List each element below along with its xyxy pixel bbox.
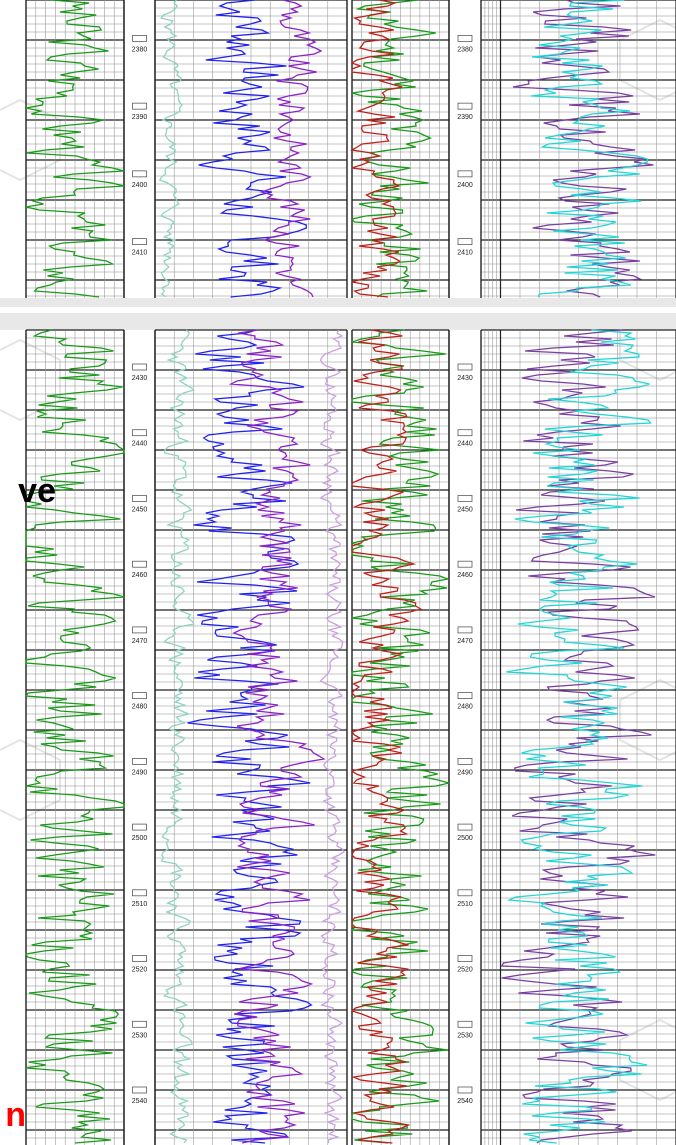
log-curve — [530, 0, 648, 298]
depth-label: 2440 — [132, 441, 148, 448]
depth-marker-box — [457, 889, 473, 897]
depth-marker-box — [457, 1086, 473, 1094]
depth-marker-box — [457, 560, 473, 568]
depth-marker-box — [132, 626, 147, 634]
log-curve — [350, 0, 403, 298]
depth-marker-box — [132, 363, 147, 371]
depth-label: 2380 — [457, 46, 473, 53]
depth-label: 2460 — [457, 572, 473, 579]
depth-marker-box — [132, 429, 147, 437]
depth-marker-box — [457, 102, 473, 110]
depth-marker-box — [132, 238, 147, 245]
depth-label: 2500 — [457, 835, 473, 842]
depth-marker-box — [457, 170, 473, 178]
depth-label: 2520 — [132, 967, 148, 974]
depth-label: 2470 — [132, 638, 148, 645]
depth-label: 2460 — [132, 572, 148, 579]
depth-marker-box — [457, 823, 473, 831]
depth-label: 2490 — [132, 769, 148, 776]
depth-label: 2470 — [457, 638, 473, 645]
depth-label: 2530 — [132, 1032, 148, 1039]
depth-marker-box — [132, 955, 147, 962]
log-curve — [259, 0, 323, 298]
depth-marker-box — [132, 102, 147, 110]
depth-marker-box — [132, 560, 147, 568]
log-curve — [350, 0, 436, 298]
log-curve — [350, 329, 451, 1144]
depth-label: 2480 — [132, 704, 148, 711]
depth-marker-box — [132, 758, 147, 765]
depth-marker-box — [457, 758, 473, 765]
depth-label: 2430 — [132, 375, 148, 382]
depth-marker-box — [457, 626, 473, 634]
depth-label: 2540 — [457, 1098, 473, 1105]
depth-marker-box — [457, 429, 473, 437]
depth-marker-box — [132, 889, 147, 897]
depth-marker-box — [457, 35, 473, 42]
depth-marker-box — [457, 955, 473, 962]
log-curve — [500, 329, 656, 1144]
depth-marker-box — [132, 1086, 147, 1094]
depth-marker-box — [132, 1020, 147, 1028]
depth-label: 2400 — [457, 182, 473, 189]
depth-label: 2450 — [132, 506, 148, 513]
depth-marker-box — [457, 363, 473, 371]
log-curve — [158, 0, 183, 298]
depth-label: 2490 — [457, 769, 473, 776]
depth-label: 2380 — [132, 46, 148, 53]
depth-label: 2400 — [132, 182, 148, 189]
log-curve — [198, 0, 307, 298]
depth-label: 2390 — [132, 114, 148, 121]
log-curve — [24, 329, 125, 1144]
depth-label: 2410 — [132, 250, 148, 257]
depth-marker-box — [457, 692, 473, 699]
depth-label: 2520 — [457, 967, 473, 974]
side-text-bottom: n — [5, 1096, 26, 1134]
depth-marker-box — [132, 170, 147, 178]
log-curve — [25, 0, 125, 298]
panel-gap — [0, 298, 676, 330]
depth-label: 2390 — [457, 114, 473, 121]
side-text-top: ve — [18, 472, 56, 510]
depth-label: 2480 — [457, 704, 473, 711]
depth-label: 2440 — [457, 441, 473, 448]
log-curve — [318, 329, 345, 1144]
depth-label: 2530 — [457, 1032, 473, 1039]
log-curve — [350, 329, 423, 1144]
log-curve — [506, 329, 652, 1144]
depth-label: 2500 — [132, 835, 148, 842]
depth-marker-box — [457, 238, 473, 245]
depth-label: 2450 — [457, 506, 473, 513]
log-curve — [512, 0, 654, 298]
depth-marker-box — [132, 35, 147, 42]
depth-marker-box — [132, 495, 147, 502]
depth-label: 2540 — [132, 1098, 148, 1105]
log-curve — [160, 329, 196, 1144]
log-curve — [228, 329, 326, 1144]
depth-label: 2430 — [457, 375, 473, 382]
depth-marker-box — [457, 1020, 473, 1028]
depth-marker-box — [132, 823, 147, 831]
depth-label: 2510 — [132, 901, 148, 908]
depth-label: 2410 — [457, 250, 473, 257]
depth-marker-box — [457, 495, 473, 502]
depth-marker-box — [132, 692, 147, 699]
depth-label: 2510 — [457, 901, 473, 908]
log-curve — [187, 329, 313, 1144]
